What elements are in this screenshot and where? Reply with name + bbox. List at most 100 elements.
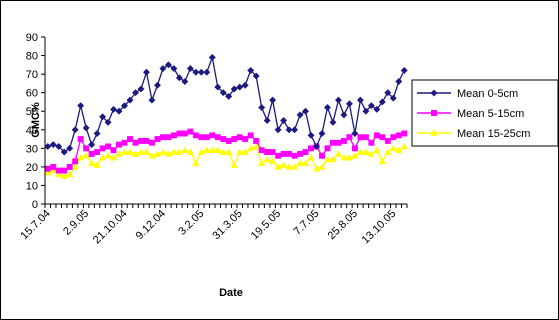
y-tick-label: 10 — [26, 180, 38, 192]
data-point — [55, 167, 62, 174]
data-point — [269, 96, 277, 104]
data-point — [258, 103, 266, 112]
data-point — [384, 89, 392, 97]
data-point — [77, 153, 85, 161]
data-point — [280, 116, 288, 125]
data-point — [82, 152, 90, 159]
x-tick-label: 2.9.05 — [61, 208, 91, 238]
data-point — [153, 150, 162, 157]
data-point — [165, 134, 172, 141]
data-point — [148, 96, 156, 104]
data-point — [66, 163, 73, 170]
data-point — [400, 66, 408, 74]
data-point — [323, 103, 332, 112]
data-point — [116, 141, 122, 148]
data-point — [88, 141, 96, 149]
data-point — [219, 89, 227, 97]
data-point — [83, 145, 90, 152]
data-point — [71, 126, 79, 134]
data-point — [291, 126, 299, 134]
data-point — [44, 142, 52, 151]
data-point — [110, 105, 118, 113]
legend-items: Mean 0-5cm Mean 5-15cm Mean 15-25cm — [417, 88, 530, 140]
data-point — [208, 146, 216, 153]
data-point — [285, 126, 293, 134]
data-point — [362, 107, 370, 115]
data-point — [258, 159, 266, 166]
data-point — [60, 172, 68, 179]
data-point — [296, 111, 304, 119]
x-tick-label: 9.12.04 — [134, 208, 168, 242]
data-point — [137, 148, 145, 155]
legend-label: Mean 5-15cm — [457, 108, 524, 120]
data-point — [242, 136, 249, 143]
data-point — [225, 92, 233, 100]
x-tick-label: 21.10.04 — [91, 208, 130, 247]
data-point — [126, 148, 134, 155]
data-point — [176, 130, 183, 137]
data-point — [61, 167, 68, 174]
data-point — [373, 105, 381, 113]
legend-label: Mean 15-25cm — [457, 128, 530, 140]
data-point — [357, 134, 364, 141]
data-point — [297, 150, 303, 157]
data-point — [367, 102, 375, 110]
data-point — [230, 161, 238, 168]
data-point — [60, 148, 68, 156]
data-point — [208, 53, 216, 61]
data-point — [368, 139, 375, 146]
data-point — [181, 77, 189, 86]
data-point — [55, 142, 63, 151]
data-point — [319, 152, 325, 159]
data-point — [214, 83, 222, 91]
x-tick-label: 19.5.05 — [249, 208, 283, 242]
y-tick-label: 30 — [26, 143, 38, 155]
data-point — [247, 144, 255, 152]
data-point — [55, 170, 63, 178]
data-point — [93, 161, 101, 168]
y-tick-label: 20 — [26, 162, 38, 174]
data-point — [225, 148, 233, 155]
data-point — [329, 118, 337, 126]
data-point — [82, 124, 90, 132]
data-point — [400, 142, 408, 150]
data-point — [49, 141, 57, 149]
data-point — [274, 163, 282, 170]
data-point — [225, 137, 232, 144]
x-tick-label: 7.7.05 — [292, 208, 322, 238]
data-point — [384, 137, 391, 144]
data-point — [219, 148, 227, 155]
data-point — [378, 157, 386, 165]
data-point — [127, 136, 133, 143]
data-point — [87, 159, 96, 166]
data-point — [307, 153, 315, 161]
x-tick-label: 13.10.05 — [360, 208, 399, 247]
data-point — [170, 64, 178, 73]
data-point — [318, 129, 326, 138]
data-point — [318, 163, 326, 170]
data-point — [346, 134, 353, 141]
y-tick-label: 80 — [26, 51, 38, 63]
data-point — [105, 143, 112, 150]
plot-area — [45, 37, 407, 204]
data-point — [131, 150, 140, 157]
data-point — [340, 153, 348, 161]
data-point — [280, 150, 287, 157]
data-point — [197, 68, 205, 76]
data-point — [351, 145, 358, 152]
data-point — [324, 145, 331, 152]
data-point — [220, 136, 227, 143]
y-tick-label: 40 — [26, 125, 38, 137]
data-point — [164, 61, 172, 69]
data-point — [94, 149, 101, 155]
data-point — [390, 134, 397, 141]
data-point — [269, 149, 276, 155]
data-point — [99, 113, 107, 121]
data-point — [395, 146, 403, 153]
data-point — [149, 139, 155, 146]
data-point — [258, 147, 265, 154]
data-point — [279, 161, 288, 168]
data-point — [159, 64, 167, 73]
data-point — [351, 129, 359, 138]
